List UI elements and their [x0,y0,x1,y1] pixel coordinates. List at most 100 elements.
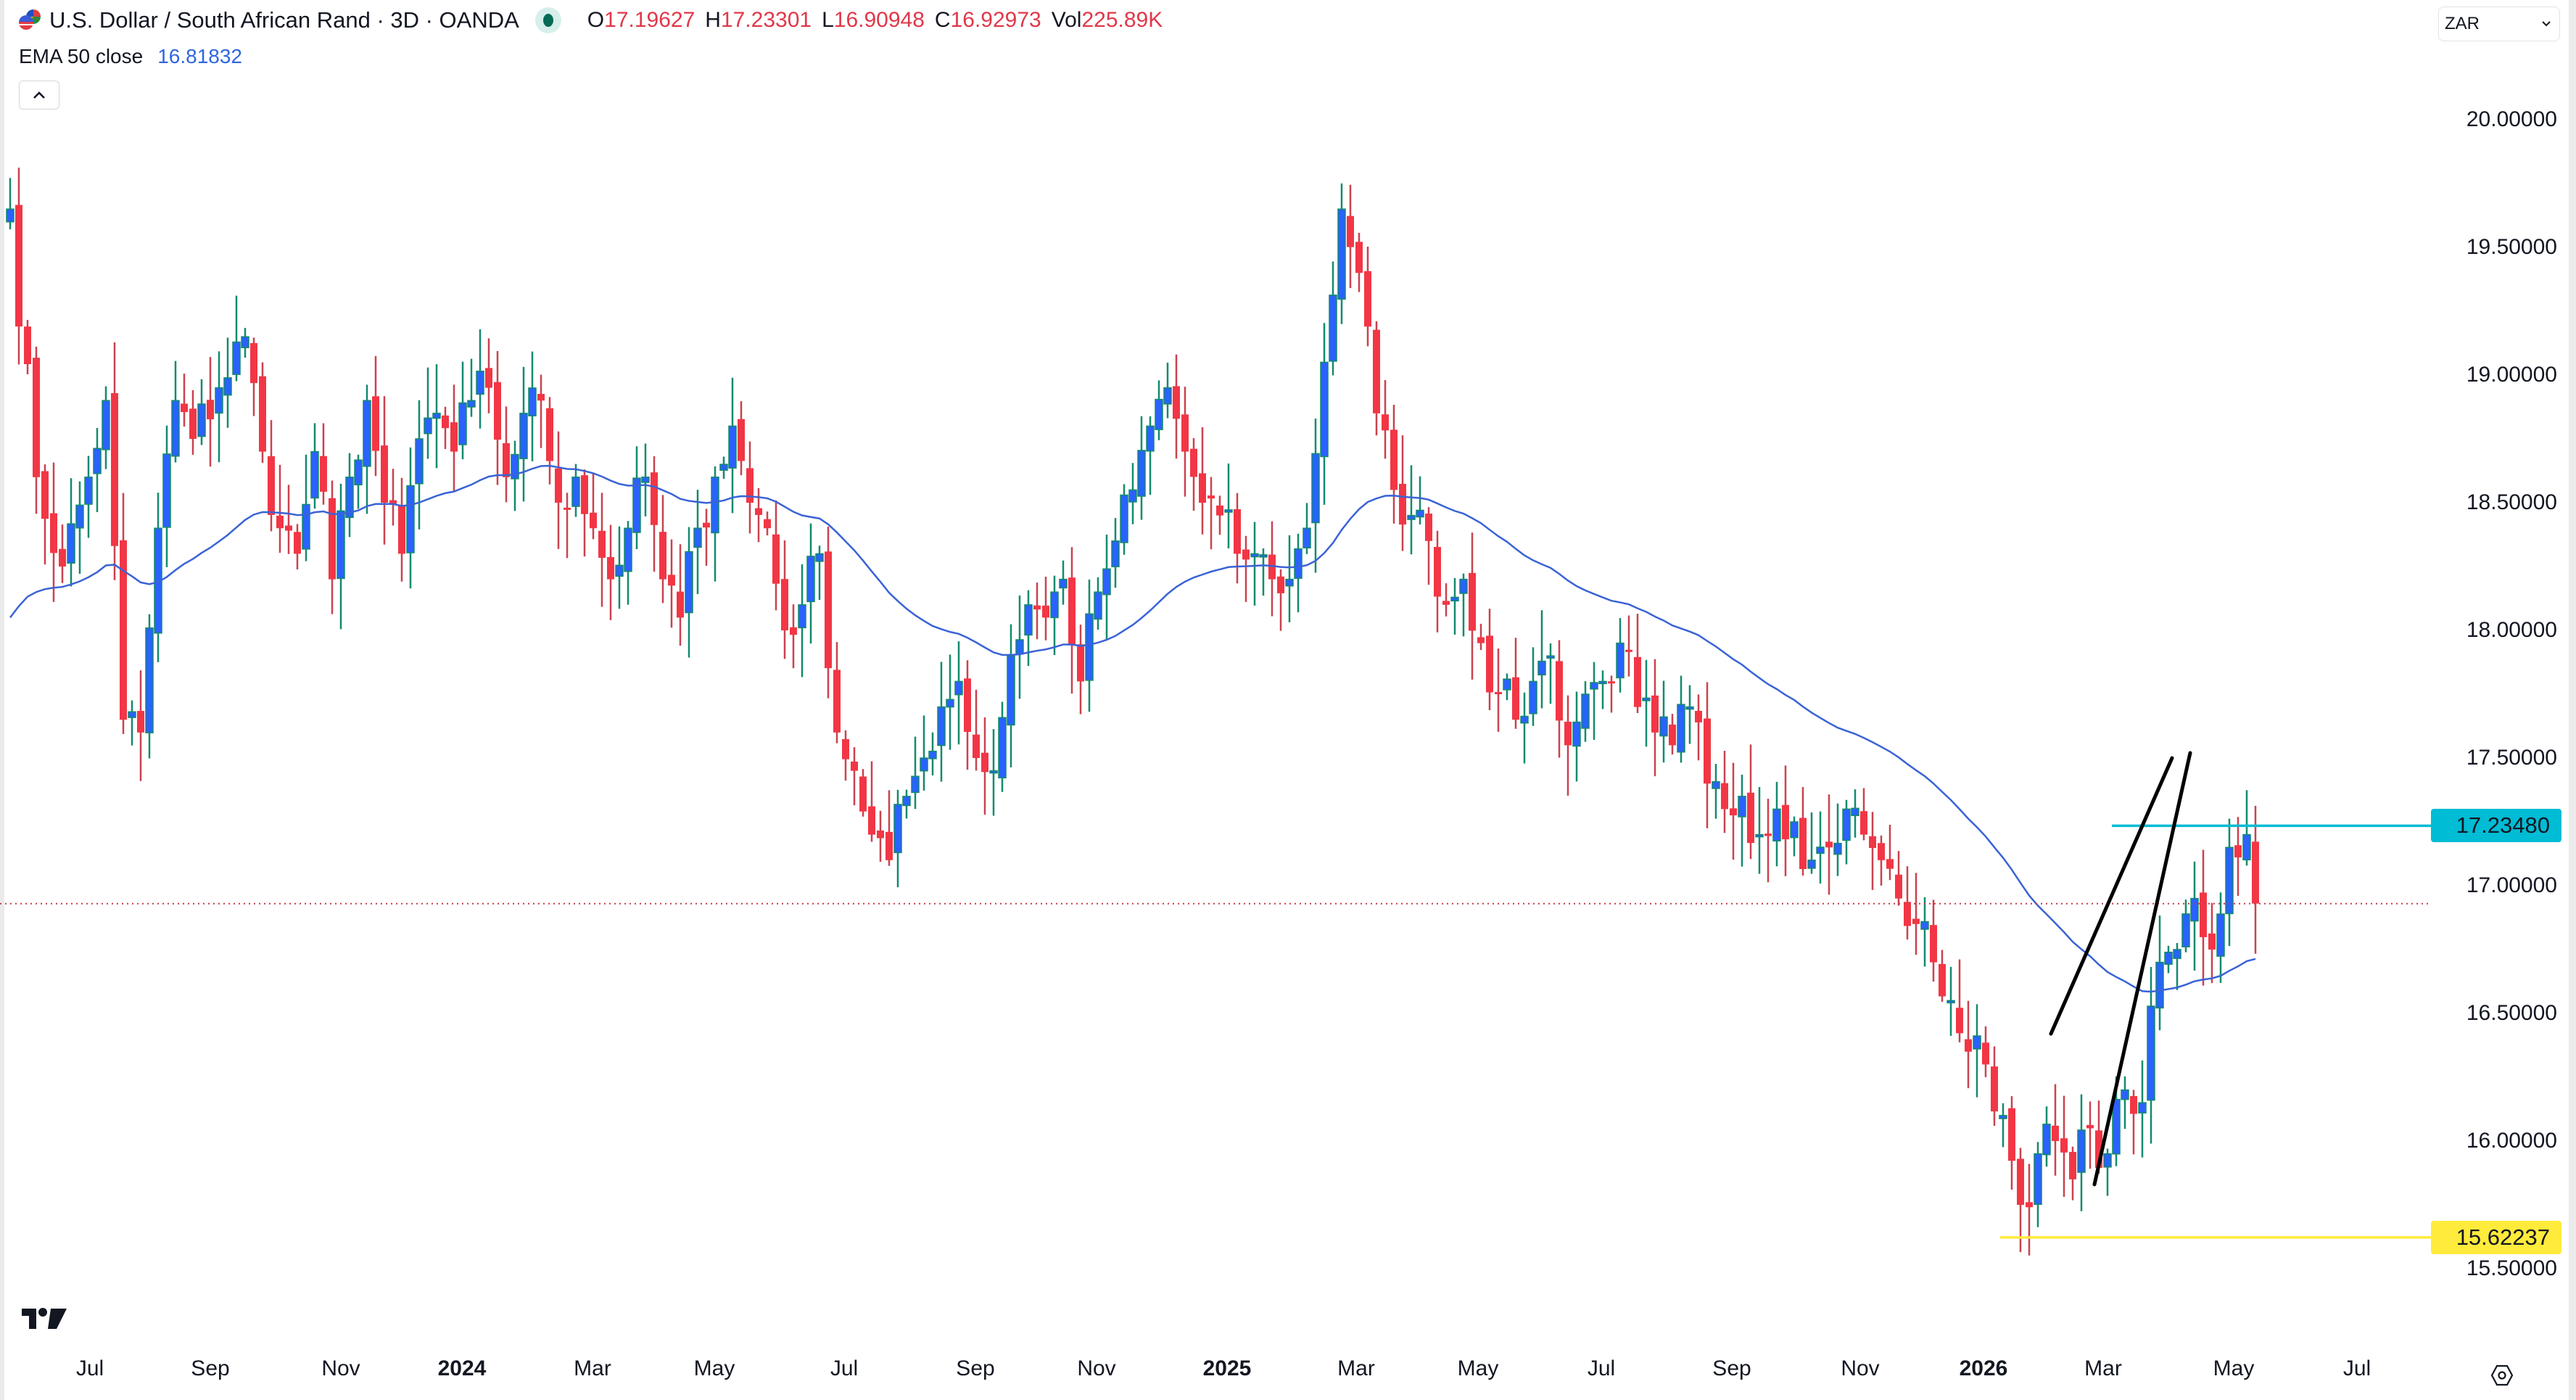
candle-up [1842,808,1851,841]
candle-up [1590,682,1598,690]
candle-up [1598,680,1607,685]
candle-down [825,551,832,669]
candle-up [711,477,719,534]
price-chart[interactable] [0,0,2431,1356]
candle-down [503,442,510,477]
candle-down [1469,572,1476,631]
market-open-dot-icon [534,7,561,33]
candle-down [268,456,275,515]
candle-down [1486,635,1493,693]
high-label: H [705,8,721,32]
candle-down [2086,1124,2094,1129]
candle-down [1895,874,1902,899]
candle-up [162,453,171,528]
candle-up [1337,208,1346,300]
candle-down [886,831,893,860]
wedge-trendline [2092,751,2192,1187]
collapse-legend-button[interactable] [19,81,59,110]
currency-select[interactable]: ZAR [2438,7,2560,41]
time-tick: 2024 [437,1356,487,1380]
candle-down [33,358,40,477]
candle-up [2138,1102,2147,1113]
price-axis[interactable]: 20.00000 19.50000 19.00000 18.50000 18.00000… [2431,0,2569,1400]
price-tick: 17.50000 [2466,746,2557,770]
time-tick: Mar [2084,1356,2122,1380]
volume-label: Vol [1051,8,1082,32]
candle-up [1320,361,1329,458]
candle-up [1146,425,1155,452]
candle-up [232,341,241,375]
candle-down [877,830,884,839]
candle-up [6,208,15,223]
candle-down [1399,483,1406,525]
time-axis[interactable]: Jul Sep Nov 2024 Mar May Jul Sep Nov 2025 Mar May Ju… [0,1356,2431,1393]
candle-up [1642,697,1651,701]
candle-down [181,403,188,413]
ema-50-line [9,464,2256,993]
time-tick: May [2213,1356,2255,1380]
price-level-badge[interactable]: 17.23480 [2431,809,2561,843]
price-tick: 20.00000 [2466,107,2557,131]
candle-up [1303,527,1311,548]
candle-down [981,752,988,773]
price-level-badge[interactable]: 15.62237 [2431,1220,2561,1254]
high-value: 17.23301 [720,8,812,32]
settings-gear-icon [2490,1364,2514,1386]
close-label: C [934,8,951,32]
volume-value: 225.89K [1081,8,1163,32]
candle-up [815,553,824,562]
candle-up [1094,591,1102,620]
candle-down [1268,554,1276,580]
candle-down [1930,925,1937,963]
candle-down [24,326,31,365]
candle-up [415,438,424,485]
candle-up [989,770,998,774]
wedge-trendline [2049,756,2174,1036]
candle-up [215,387,223,414]
candle-down [1382,414,1389,431]
candle-down [607,556,614,580]
candle-up [1659,716,1668,737]
candle-up [728,425,737,469]
candle-down [137,711,144,733]
candle-up [476,371,484,395]
price-tick: 16.50000 [2466,1001,2557,1025]
currency-value: ZAR [2445,14,2480,33]
candle-up [424,417,432,435]
candle-down [1512,677,1519,720]
open-value: 17.19627 [604,8,695,32]
candle-down [973,734,980,758]
candle-up [2242,833,2251,861]
candle-down [790,627,797,635]
candle-down [381,445,388,503]
time-tick: May [693,1356,735,1380]
candle-down [494,382,501,440]
candle-up [171,400,180,457]
candle-down [2200,892,2207,937]
candle-up [1772,808,1781,841]
candle-down [842,738,849,759]
candle-up [1816,847,1825,854]
candle-up [406,485,415,553]
candle-up [1259,554,1268,558]
candle-up [1616,642,1625,679]
candle-down [1390,429,1398,490]
candle-up [102,400,110,450]
candle-down [964,678,971,732]
candle-up [467,400,476,408]
symbol-title[interactable]: U.S. Dollar / South African Rand · 3D · … [49,7,519,33]
ema-legend[interactable]: EMA 50 close 16.81832 [19,45,242,68]
tradingview-logo-icon[interactable] [22,1306,68,1332]
candle-down [276,515,284,529]
candle-down [1965,1039,1972,1052]
candle-up [1050,591,1059,619]
candle-up [1059,578,1068,589]
ema-name: EMA 50 close [19,45,144,67]
candle-down [1651,695,1659,733]
price-tick: 18.00000 [2466,618,2557,642]
settings-button[interactable] [2488,1361,2517,1390]
candle-down [764,519,771,529]
candle-down [1173,386,1180,419]
candle-down [1277,576,1284,593]
time-tick: May [1457,1356,1499,1380]
